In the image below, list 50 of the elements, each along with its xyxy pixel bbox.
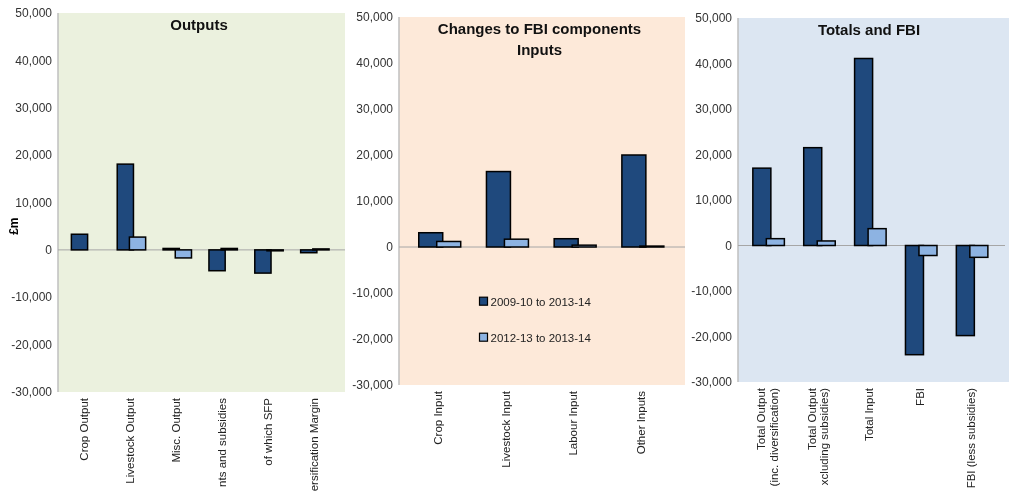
x-tick-label: Misc. Output: [170, 397, 183, 463]
y-tick-label: -20,000: [691, 329, 733, 344]
x-tick-label: of which SFP: [261, 397, 274, 466]
x-tick-label: Other Inputs: [635, 390, 648, 455]
y-tick-label: 50,000: [356, 10, 394, 25]
x-tick-label: Livestock Output: [124, 397, 137, 484]
y-tick-label: 10,000: [695, 193, 733, 208]
x-tick-label: Livestock Input: [499, 390, 512, 468]
y-tick-label: -20,000: [352, 332, 394, 347]
x-tick-label: nts and subsidies: [215, 397, 228, 487]
legend-label: 2009-10 to 2013-14: [490, 296, 592, 309]
y-tick-label: 20,000: [695, 147, 733, 162]
y-tick-label: 20,000: [15, 148, 53, 163]
y-tick-label: -30,000: [352, 378, 394, 393]
x-tick-label: Labour Input: [567, 390, 580, 456]
y-tick-label: 40,000: [356, 56, 394, 71]
y-tick-label: 10,000: [15, 195, 53, 210]
y-tick-label: 30,000: [15, 100, 53, 115]
x-tick-label: Crop Output: [78, 397, 91, 461]
y-tick-label: -10,000: [11, 290, 53, 305]
x-tick-label: FBI: [913, 388, 926, 406]
y-axis-title: £m: [7, 217, 21, 235]
x-tick-label: ersification Margin: [307, 398, 320, 492]
y-tick-label: 40,000: [695, 56, 733, 71]
y-tick-label: 50,000: [15, 6, 53, 21]
x-tick-label: Total Output xcluding subsidies): [805, 387, 831, 486]
x-tick-label: Total Input: [863, 387, 876, 442]
y-tick-label: -10,000: [691, 284, 733, 299]
y-tick-label: 20,000: [356, 148, 394, 163]
chart-title: Outputs: [170, 16, 228, 33]
legend-label: 2012-13 to 2013-14: [490, 332, 592, 345]
y-tick-label: 30,000: [356, 102, 394, 117]
chart-title: Totals and FBI: [817, 21, 921, 38]
x-tick-label: Crop Input: [431, 390, 444, 445]
text: Inputs: [517, 41, 562, 58]
y-tick-label: 0: [725, 238, 733, 253]
y-tick-label: 30,000: [695, 102, 733, 117]
y-tick-label: -30,000: [691, 375, 733, 390]
y-tick-label: -20,000: [11, 337, 53, 352]
chart-title: Changes to FBI components: [437, 20, 642, 37]
bar: [70, 233, 89, 251]
y-tick-label: 50,000: [695, 11, 733, 26]
y-tick-label: 0: [386, 240, 394, 255]
x-tick-label: Total Output (inc. diversification): [754, 387, 780, 487]
y-tick-label: -10,000: [352, 286, 394, 301]
x-tick-label: FBI (less subsidies): [964, 387, 977, 489]
y-tick-label: -30,000: [11, 385, 53, 400]
y-tick-label: 0: [45, 243, 53, 258]
y-tick-label: 40,000: [15, 53, 53, 68]
y-tick-label: 10,000: [356, 194, 394, 209]
